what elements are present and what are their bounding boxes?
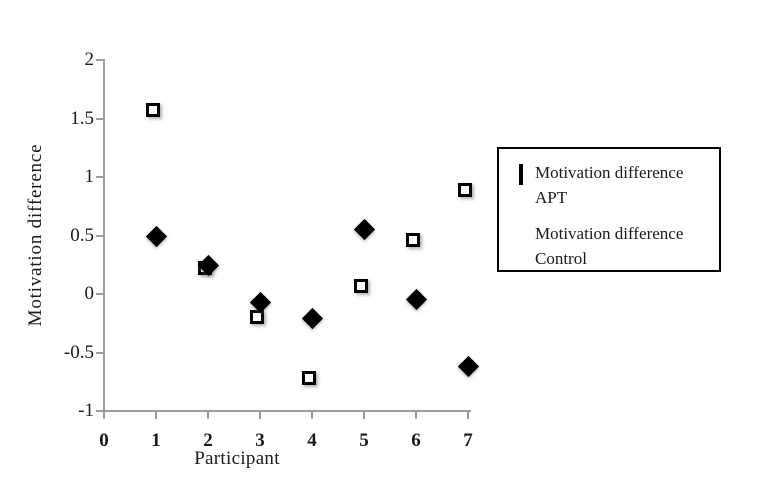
y-tick bbox=[96, 176, 104, 178]
y-tick-label: -0.5 bbox=[63, 341, 94, 363]
x-tick bbox=[311, 412, 313, 419]
y-tick-label: 1.5 bbox=[70, 107, 94, 129]
data-point-apt bbox=[458, 183, 472, 198]
y-tick bbox=[96, 293, 104, 295]
data-point-apt bbox=[406, 232, 420, 247]
x-tick-label: 1 bbox=[151, 430, 161, 451]
x-tick bbox=[415, 412, 417, 419]
x-axis-title: Participant bbox=[194, 448, 280, 469]
legend-item-control: Motivation difference Control bbox=[519, 221, 711, 271]
y-tick-label: 0.5 bbox=[70, 224, 94, 246]
y-tick-label: 0 bbox=[84, 283, 95, 304]
x-tick bbox=[155, 412, 157, 419]
x-tick-label: 0 bbox=[99, 430, 109, 451]
x-tick-label: 7 bbox=[463, 430, 473, 451]
open-square-marker-icon bbox=[519, 164, 523, 185]
y-tick-label: -1 bbox=[78, 400, 94, 421]
x-tick bbox=[363, 412, 365, 419]
y-tick-label: 1 bbox=[84, 166, 95, 187]
y-tick bbox=[96, 410, 104, 412]
x-tick bbox=[103, 412, 105, 419]
y-tick bbox=[96, 59, 104, 61]
y-tick bbox=[96, 234, 104, 237]
data-point-apt bbox=[354, 279, 368, 294]
data-point-control bbox=[145, 226, 167, 248]
legend-label-apt: Motivation difference APT bbox=[535, 163, 684, 207]
data-point-apt bbox=[302, 370, 316, 385]
y-axis-line bbox=[103, 59, 105, 412]
data-point-apt bbox=[250, 309, 264, 324]
data-point-control bbox=[353, 219, 375, 241]
x-tick bbox=[259, 412, 261, 419]
x-tick-label: 5 bbox=[359, 430, 369, 451]
y-tick bbox=[96, 117, 104, 120]
x-axis-line bbox=[103, 410, 471, 412]
legend-label-control: Motivation difference Control bbox=[535, 224, 684, 268]
legend-item-apt: Motivation difference APT bbox=[519, 160, 711, 210]
y-tick bbox=[96, 351, 104, 354]
x-tick-label: 4 bbox=[307, 430, 317, 451]
x-tick-label: 6 bbox=[411, 430, 421, 451]
legend: Motivation difference APT Motivation dif… bbox=[497, 147, 721, 272]
y-tick-label: 2 bbox=[84, 49, 95, 70]
x-tick bbox=[467, 412, 469, 419]
data-point-control bbox=[457, 355, 479, 378]
x-tick-label: 3 bbox=[255, 430, 265, 451]
data-point-control bbox=[301, 307, 323, 330]
data-point-apt bbox=[146, 102, 160, 117]
data-point-control bbox=[405, 289, 427, 311]
x-tick-label: 2 bbox=[203, 430, 213, 451]
x-tick bbox=[207, 412, 209, 419]
